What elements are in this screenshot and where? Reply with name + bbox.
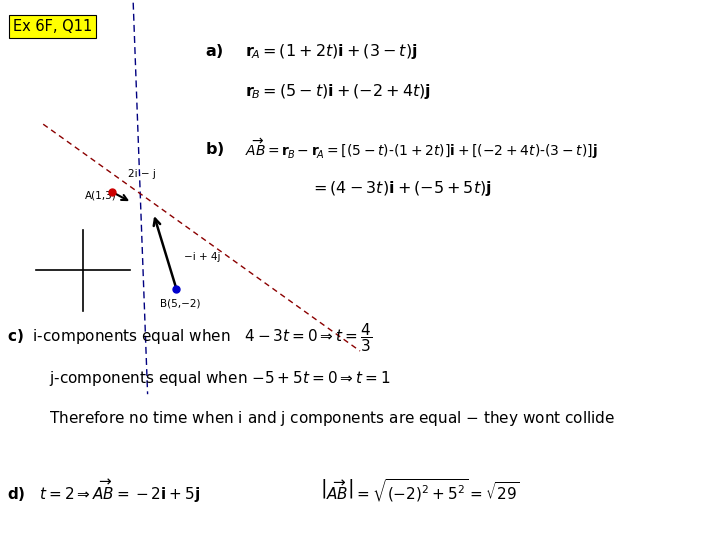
Text: $=\left(4-3t\right)\mathbf{i}+\left(-5+5t\right)\mathbf{j}$: $=\left(4-3t\right)\mathbf{i}+\left(-5+5… bbox=[310, 179, 492, 199]
Text: −i + 4j: −i + 4j bbox=[184, 252, 220, 261]
Text: $\mathbf{r}_{\!\mathit{B}}=\left(5-t\right)\mathbf{i}+\left(-2+4t\right)\mathbf{: $\mathbf{r}_{\!\mathit{B}}=\left(5-t\rig… bbox=[245, 82, 431, 102]
Text: $\overrightarrow{AB}=\mathbf{r}_{\!\mathit{B}}-\mathbf{r}_{\!\mathit{A}}=\left[\: $\overrightarrow{AB}=\mathbf{r}_{\!\math… bbox=[245, 136, 598, 161]
Text: $\left|\overrightarrow{AB}\right|=\sqrt{(-2)^2+5^2}=\sqrt{29}$: $\left|\overrightarrow{AB}\right|=\sqrt{… bbox=[320, 478, 520, 505]
Text: 2i − j: 2i − j bbox=[128, 169, 156, 179]
Text: Ex 6F, Q11: Ex 6F, Q11 bbox=[13, 19, 92, 34]
Text: $\mathbf{c)}$  i-components equal when   $4-3t=0\Rightarrow t=\dfrac{4}{3}$: $\mathbf{c)}$ i-components equal when $4… bbox=[7, 321, 372, 354]
Text: $\mathbf{b)}$: $\mathbf{b)}$ bbox=[205, 139, 225, 158]
Text: A(1,3): A(1,3) bbox=[85, 191, 117, 200]
Text: $\mathbf{d)}$   $t=2\Rightarrow\overrightarrow{AB}=-2\mathbf{i}+5\mathbf{j}$: $\mathbf{d)}$ $t=2\Rightarrow\overrighta… bbox=[7, 478, 200, 505]
Text: Therefore no time when i and j components are equal $-$ they wont collide: Therefore no time when i and j component… bbox=[35, 409, 615, 428]
Text: $\mathbf{a)}$: $\mathbf{a)}$ bbox=[205, 42, 224, 60]
Text: $\mathbf{r}_{\!\mathit{A}}=\left(1+2t\right)\mathbf{i}+\left(3-t\right)\mathbf{j: $\mathbf{r}_{\!\mathit{A}}=\left(1+2t\ri… bbox=[245, 42, 418, 61]
Text: B(5,−2): B(5,−2) bbox=[160, 299, 200, 309]
Text: j-components equal when $-5+5t=0\Rightarrow t=1$: j-components equal when $-5+5t=0\Rightar… bbox=[35, 368, 390, 388]
